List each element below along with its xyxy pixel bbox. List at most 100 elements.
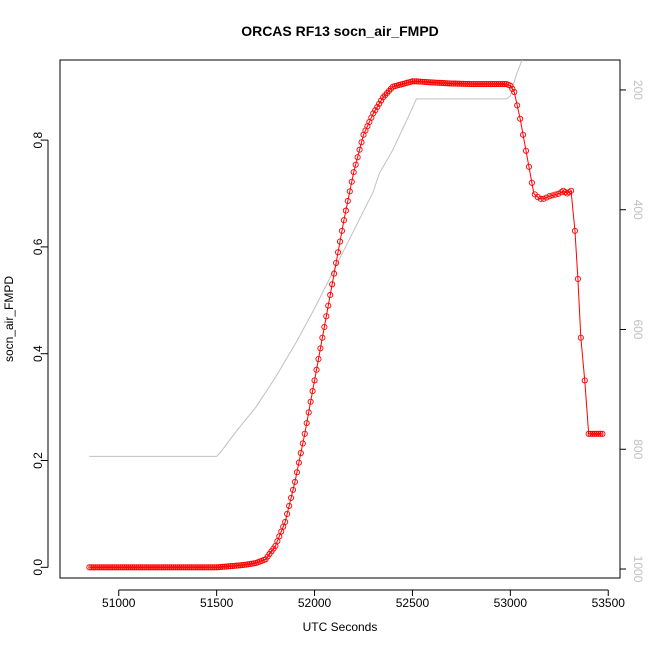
data-point — [107, 564, 114, 571]
data-point — [170, 564, 177, 571]
data-point — [100, 564, 107, 571]
y2-tick-label: 600 — [631, 319, 645, 339]
data-point — [301, 430, 308, 437]
data-point — [207, 564, 214, 571]
data-point — [90, 564, 97, 571]
data-point — [370, 110, 377, 117]
data-point — [284, 510, 291, 517]
y-tick-label: 0.6 — [31, 238, 45, 255]
data-point — [205, 564, 212, 571]
data-point — [162, 564, 169, 571]
data-point — [442, 80, 449, 87]
data-point — [499, 80, 506, 88]
series-layer — [86, 78, 606, 571]
data-point — [338, 227, 346, 234]
data-point — [317, 345, 324, 352]
data-point — [409, 78, 416, 85]
y-tick-label: 0.2 — [31, 452, 45, 469]
data-point — [115, 564, 122, 571]
data-point — [331, 270, 338, 277]
data-point — [199, 564, 206, 571]
data-point — [203, 564, 210, 571]
data-point — [313, 366, 320, 373]
data-point — [495, 80, 502, 88]
series-line — [89, 80, 603, 568]
data-point — [121, 564, 128, 571]
data-point — [522, 147, 530, 154]
data-point — [427, 79, 434, 86]
data-point — [213, 564, 220, 571]
data-point — [597, 430, 604, 437]
data-point — [176, 564, 183, 571]
data-point — [148, 564, 156, 571]
data-point — [201, 564, 208, 571]
data-point — [231, 562, 238, 569]
x-tick-label: 52000 — [298, 596, 332, 610]
x-tick-label: 53000 — [494, 596, 528, 610]
data-point — [156, 564, 163, 571]
data-point — [211, 564, 218, 571]
data-point — [197, 564, 205, 571]
data-point — [289, 486, 297, 493]
data-point — [160, 564, 167, 571]
data-point — [577, 334, 584, 341]
data-point — [491, 80, 498, 88]
data-point — [158, 564, 165, 571]
data-point — [225, 563, 232, 570]
data-point — [477, 80, 485, 88]
data-point — [543, 194, 550, 201]
data-point — [413, 78, 420, 85]
data-point — [117, 564, 124, 571]
data-point — [164, 564, 171, 571]
data-point — [546, 193, 553, 200]
data-point — [109, 564, 116, 571]
pressure-line — [89, 59, 523, 457]
data-point — [458, 80, 465, 87]
y2-tick-label: 200 — [631, 80, 645, 100]
data-point — [346, 188, 353, 195]
data-point — [595, 430, 602, 437]
data-point — [474, 80, 481, 88]
data-point — [552, 191, 559, 198]
data-point — [94, 564, 101, 571]
data-point — [139, 564, 146, 571]
data-point — [540, 195, 547, 202]
data-point — [497, 80, 504, 88]
data-point — [209, 564, 216, 571]
data-point — [589, 430, 596, 437]
data-point — [182, 564, 189, 571]
data-point — [340, 217, 347, 224]
data-point — [501, 80, 508, 88]
data-point — [468, 80, 475, 88]
data-point — [186, 564, 193, 571]
y-tick-label: 0.8 — [31, 131, 45, 148]
data-point — [470, 80, 477, 88]
data-point — [307, 398, 314, 405]
data-point — [354, 154, 361, 161]
data-point — [462, 80, 469, 87]
data-point — [485, 80, 492, 88]
data-point — [327, 291, 334, 299]
plot-frame — [59, 59, 621, 579]
data-point — [348, 178, 355, 185]
data-point — [466, 80, 473, 88]
data-point — [460, 80, 467, 87]
data-point — [131, 564, 138, 571]
data-point — [434, 79, 441, 86]
data-point — [219, 563, 226, 570]
data-point — [303, 420, 310, 427]
data-point — [507, 82, 514, 89]
data-point — [440, 80, 447, 87]
data-point — [372, 107, 379, 114]
data-point — [591, 430, 598, 437]
data-point — [195, 564, 203, 571]
data-point — [358, 139, 365, 146]
data-point — [555, 190, 562, 197]
data-point — [378, 97, 385, 104]
data-point — [133, 564, 140, 571]
data-point — [295, 459, 302, 466]
data-point — [472, 80, 479, 88]
data-point — [229, 562, 236, 570]
data-point — [319, 334, 326, 341]
